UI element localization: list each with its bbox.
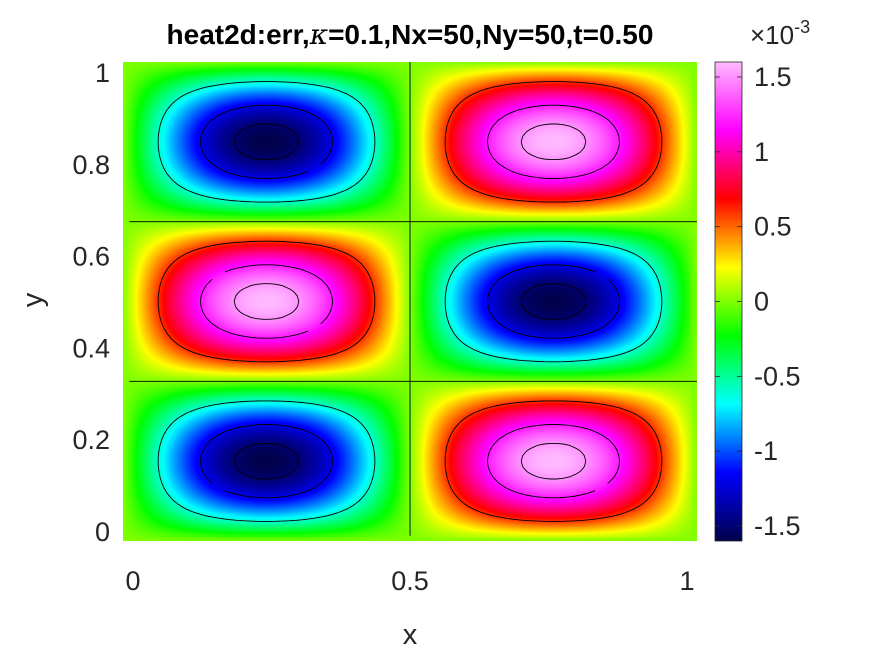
plot-area <box>123 62 697 541</box>
x-axis-label: x <box>403 619 418 651</box>
colorbar-tick-label: 0.5 <box>754 212 792 242</box>
colorbar-tick-label: 1.5 <box>754 62 792 92</box>
colorbar-tick-label: 0 <box>754 287 769 317</box>
y-tick-label: 0.6 <box>72 242 110 272</box>
contour-level-0 <box>233 123 587 480</box>
contour-level-6 <box>233 123 587 480</box>
colorbar-tick-label: -1 <box>754 436 778 466</box>
x-tick-label: 0.5 <box>391 566 429 596</box>
contour-level-4 <box>157 81 663 522</box>
colorbar-ticks: -1.5 -1 -0.5 0 0.5 1 1.5 <box>715 62 801 541</box>
colorbar-exponent-prefix: ×10 <box>750 20 794 50</box>
colorbar: -1.5 -1 -0.5 0 0.5 1 1.5 ×10-3 <box>714 17 810 542</box>
x-tick-label: 1 <box>679 566 694 596</box>
y-tick-label: 0 <box>95 517 110 547</box>
title-kappa-symbol: κ <box>309 18 328 51</box>
colorbar-exponent: ×10-3 <box>750 17 810 50</box>
y-tick-label: 0.8 <box>72 150 110 180</box>
contour-level-3 <box>129 62 697 536</box>
contour-level-2 <box>157 81 663 522</box>
x-axis-ticks: 0 0.5 1 <box>125 566 694 596</box>
y-axis-label: y <box>17 292 49 307</box>
colorbar-tick-label: -0.5 <box>754 361 801 391</box>
y-tick-label: 1 <box>95 58 110 88</box>
title-prefix: heat2d:err, <box>167 19 310 50</box>
contour-level-5 <box>200 104 620 499</box>
chart-title: heat2d:err,κ=0.1,Nx=50,Ny=50,t=0.50 <box>167 18 654 51</box>
x-tick-label: 0 <box>125 566 140 596</box>
colorbar-exponent-power: -3 <box>794 17 810 37</box>
contour-lines <box>129 62 697 536</box>
title-suffix: =0.1,Nx=50,Ny=50,t=0.50 <box>328 19 653 50</box>
y-axis-ticks: 0 0.2 0.4 0.6 0.8 1 <box>72 58 110 547</box>
colorbar-tick-label: -1.5 <box>754 511 801 541</box>
y-tick-label: 0.2 <box>72 425 110 455</box>
contour-level-1 <box>200 104 620 499</box>
colorbar-tick-label: 1 <box>754 137 769 167</box>
y-tick-label: 0.4 <box>72 333 110 363</box>
